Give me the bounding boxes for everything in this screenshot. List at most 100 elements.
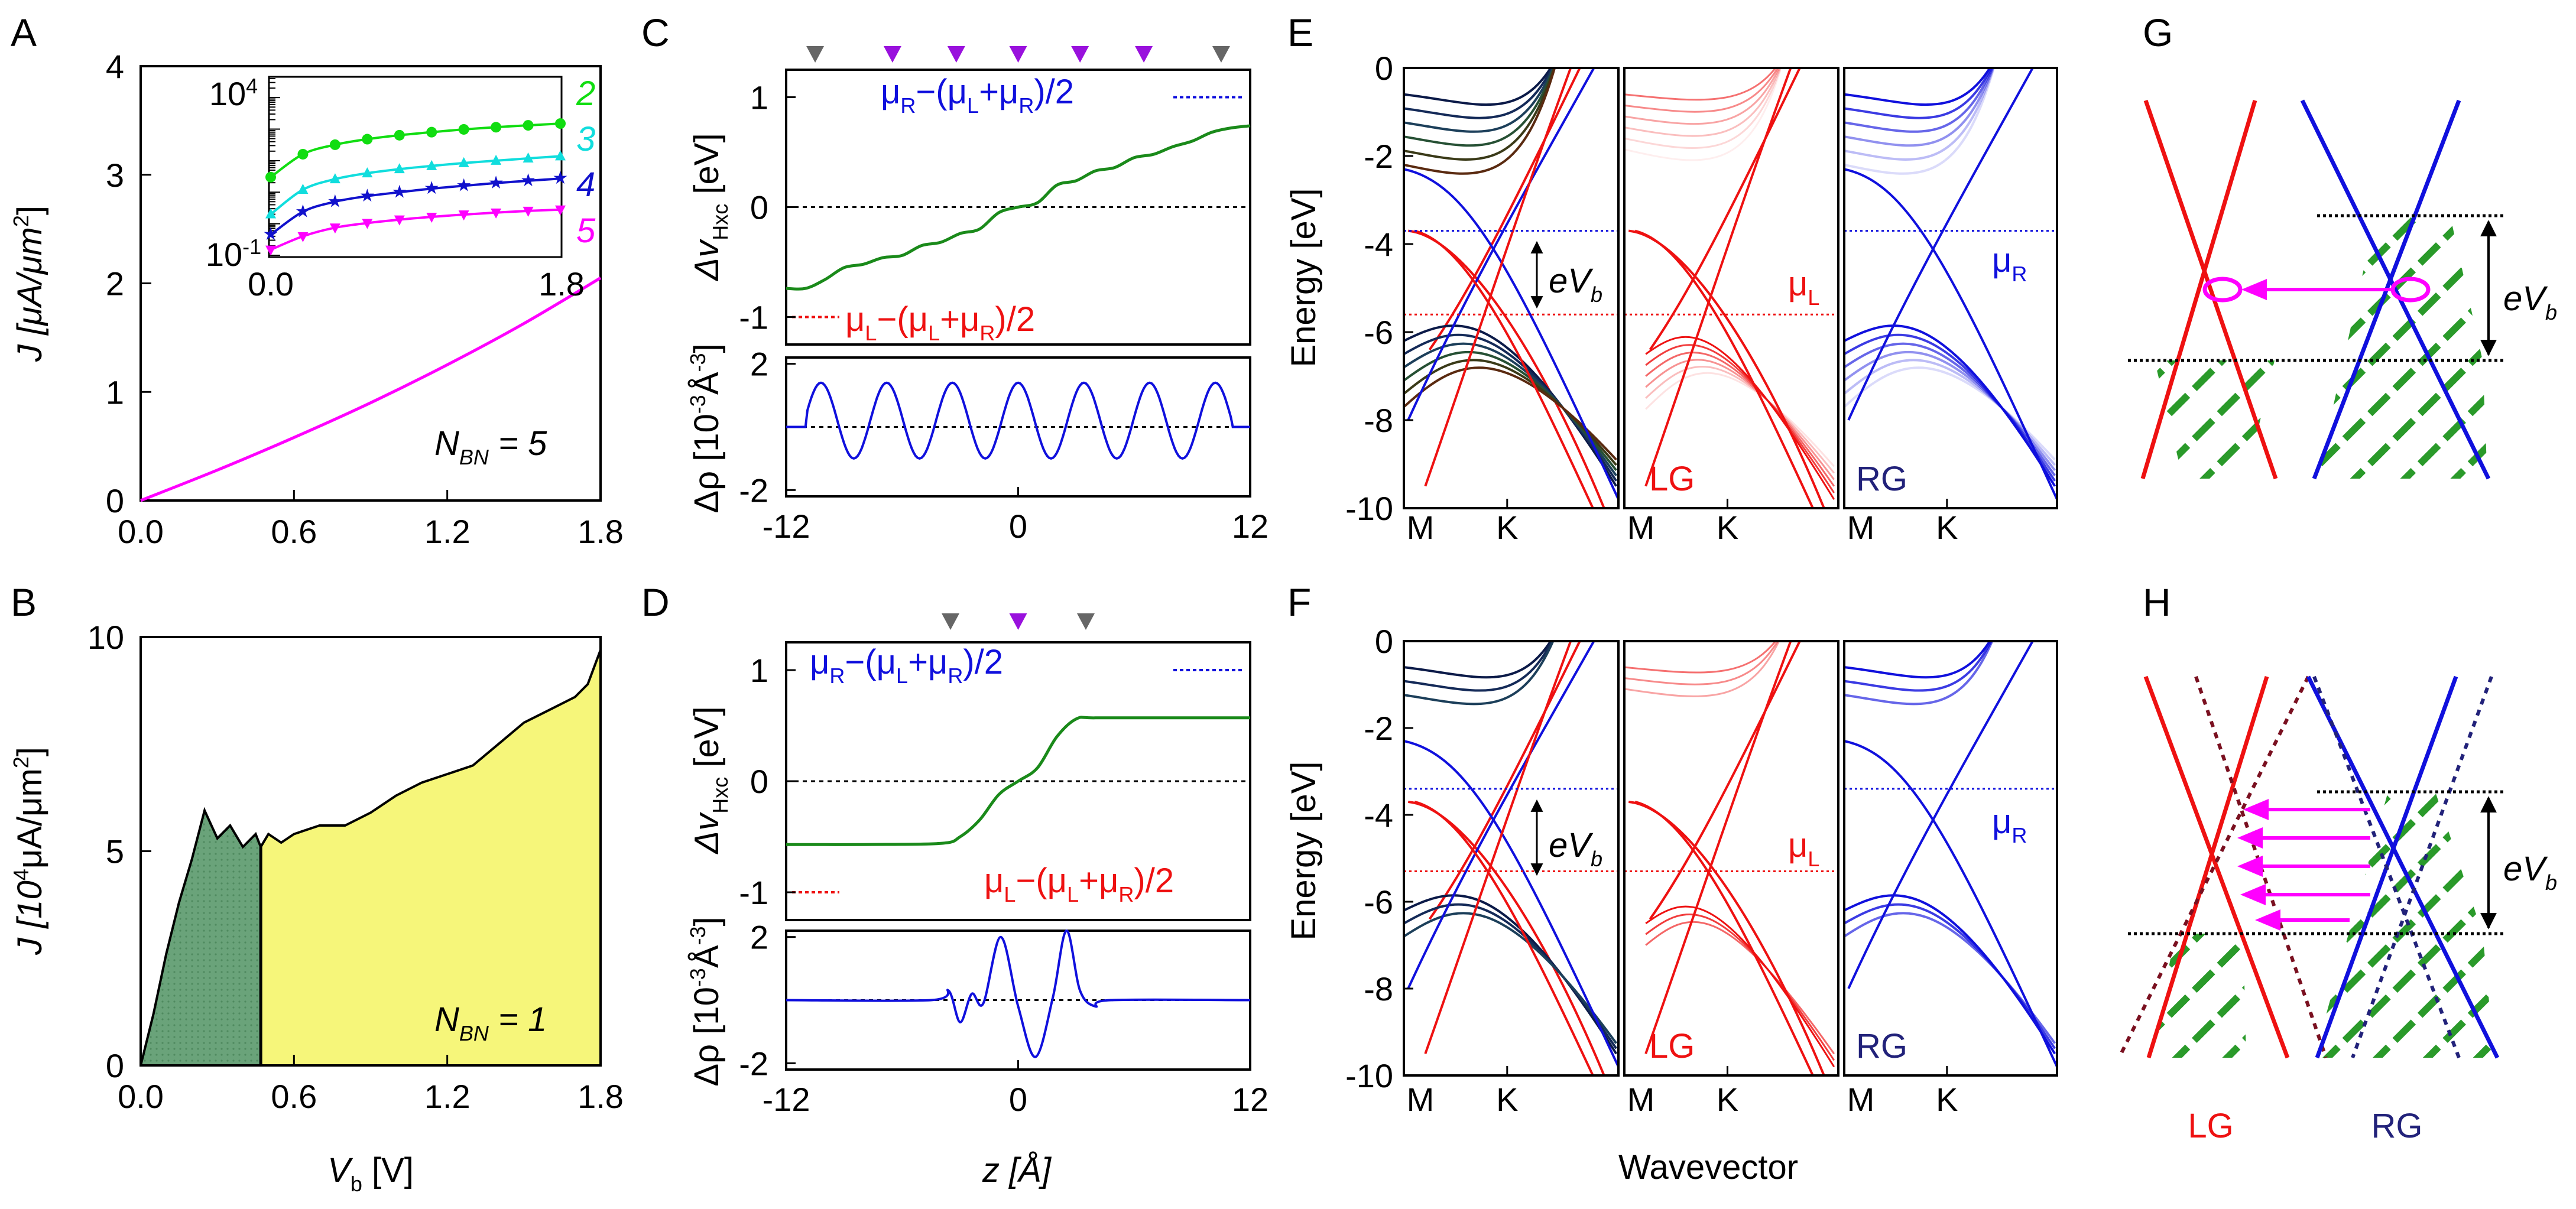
lg-upper-band <box>1624 641 1780 697</box>
lg-lower-band <box>1645 352 1835 487</box>
energy-tick-label: -4 <box>1364 226 1393 263</box>
energy-tick-label: -8 <box>1364 402 1393 439</box>
panel-h-lg-shifted-right <box>2117 675 2310 1059</box>
panel-f-mu-l: μL <box>1788 826 1819 871</box>
k-point-m: M <box>1627 1081 1655 1118</box>
panel-h-rg-shifted-left <box>2312 675 2461 1059</box>
inset-point-3 <box>426 160 437 170</box>
lg-upper-band <box>1624 68 1782 149</box>
inset-point-4: ★ <box>553 168 569 188</box>
panel-f-rg-label: RG <box>1856 1027 1907 1065</box>
top-y-tick-label: -1 <box>739 874 768 911</box>
inset-point-5 <box>265 245 276 256</box>
inset-point-2 <box>297 148 309 160</box>
panel-h-bias-label: eVb <box>2503 850 2557 895</box>
panel-letter-h: H <box>2143 580 2171 624</box>
inset-point-5 <box>426 213 437 223</box>
atom-marker <box>806 46 825 63</box>
panel-a-x-ticks: 0.0 0.6 1.2 1.8 <box>118 490 624 550</box>
panel-b-y-ticks: 0 5 10 <box>87 619 151 1084</box>
panel-e-lg-label: LG <box>1649 460 1695 498</box>
inset-legend-2: 2 <box>576 74 595 113</box>
energy-tick-label: -8 <box>1364 970 1393 1008</box>
k-point-k: K <box>1717 1081 1738 1118</box>
panel-letter-g: G <box>2143 11 2173 54</box>
lg-dirac-branch <box>1634 229 1815 508</box>
rg-upper-band <box>1404 68 1553 119</box>
panel-c: C -1 0 1 -2 2 -12 0 12 μR−(μL+μR)/2 μL−(μL+μR… <box>641 11 1268 545</box>
panel-h-rg-shifted-right <box>2351 675 2493 1059</box>
rg-upper-band <box>1844 68 1991 106</box>
panel-h-tunneling-arrows <box>2237 799 2370 931</box>
inset-point-5 <box>394 215 405 226</box>
lg-upper-band <box>1624 68 1781 137</box>
panel-g-bias-label: eVb <box>2503 280 2557 324</box>
k-point-k: K <box>1496 509 1518 546</box>
energy-tick-label: 0 <box>1375 623 1393 660</box>
x-tick-label: -12 <box>763 1081 810 1118</box>
lg-dirac-branch <box>1424 68 1572 487</box>
sub-panel-frame <box>1623 67 1839 509</box>
panel-f-lg-label: LG <box>1649 1027 1695 1065</box>
lg-lower-band <box>1645 336 1835 500</box>
lg-dirac-branch <box>1424 641 1572 1054</box>
panel-d-bottom-y-label: Δρ [10-3Å-3] <box>686 916 726 1086</box>
lg-lower-band <box>1645 366 1835 474</box>
atom-marker <box>942 613 960 630</box>
panel-a-y-tick-label: 4 <box>106 48 124 85</box>
panel-g-lg-crossing <box>2202 277 2243 303</box>
sub-panel-frame <box>1843 67 2058 509</box>
panel-letter-d: D <box>641 580 670 624</box>
rg-lower-band <box>1404 366 1617 461</box>
rg-upper-band <box>1404 641 1552 679</box>
energy-tick-label: -10 <box>1345 490 1393 527</box>
energy-tick-label: 0 <box>1375 50 1393 87</box>
rg-upper-band <box>1404 68 1555 133</box>
inset-point-4: ★ <box>327 191 343 212</box>
inset-point-2 <box>362 134 373 145</box>
rg-upper-band <box>1844 641 1994 706</box>
panel-f: F M K M K M K 0 -2 -4 -6 -8 -10 Energy [eV] Wavevec… <box>1284 580 2058 1187</box>
top-y-tick-label: -1 <box>739 299 768 336</box>
atom-marker <box>947 46 965 63</box>
panel-a-y-tick-label: 1 <box>106 373 124 411</box>
panel-e-mu-r: μR <box>1992 241 2027 286</box>
panel-f-y-label: Energy [eV] <box>1284 761 1323 940</box>
x-tick-label: 0 <box>1009 508 1027 545</box>
delta-rho-curve <box>786 929 1251 1058</box>
panel-e-ticks: M K M K M K 0 -2 -4 -6 -8 -10 <box>1345 50 1958 546</box>
atom-marker <box>1135 46 1153 63</box>
panel-f-ticks: M K M K M K 0 -2 -4 -6 -8 -10 <box>1345 623 1958 1118</box>
lg-dirac-branch <box>1414 229 1595 508</box>
rg-dirac-branch <box>1844 168 2057 500</box>
inset-series-4 <box>270 177 561 236</box>
bottom-y-tick-label: 2 <box>750 346 768 383</box>
panel-g-rg-crossing <box>2390 277 2431 303</box>
panel-d-bottom-plot: -2 2 <box>739 919 1251 1082</box>
rg-dirac-branch <box>1847 641 2035 989</box>
lg-dirac-branch <box>1644 68 1792 487</box>
panel-b-current-line <box>139 649 602 1066</box>
panel-b: B 0.0 0.6 1.2 1.8 0 5 10 J [104μA/μm2] Vb [V]… <box>9 580 624 1196</box>
panel-letter-f: F <box>1287 580 1311 624</box>
lg-lower-band <box>1645 913 1835 1061</box>
bottom-y-tick-label: -2 <box>739 1045 768 1082</box>
inset-x-tick-1: 1.8 <box>538 265 585 303</box>
panel-a-x-tick-label: 1.2 <box>424 513 471 550</box>
rg-lower-band <box>1844 350 2056 472</box>
atom-marker <box>1071 46 1089 63</box>
panel-f-mu-r: μR <box>1992 802 2027 847</box>
inset-point-5 <box>329 223 340 234</box>
panel-a-current-line <box>140 277 602 502</box>
h-arrow-head-5 <box>2255 909 2280 931</box>
panel-e-mu-l: μL <box>1788 265 1819 310</box>
panel-h-rg-filled-states <box>2314 792 2494 1058</box>
panel-a-x-tick-label: 0.0 <box>118 513 164 550</box>
rg-dirac-branch <box>1404 740 1618 1068</box>
top-y-tick-label: 0 <box>750 189 768 226</box>
inset-point-4: ★ <box>520 170 536 191</box>
panel-a-nbn-label: NBN = 5 <box>434 424 547 469</box>
inset-x-tick-0: 0.0 <box>248 265 294 303</box>
x-tick-label: 12 <box>1232 508 1268 545</box>
inset-point-4: ★ <box>359 186 375 206</box>
